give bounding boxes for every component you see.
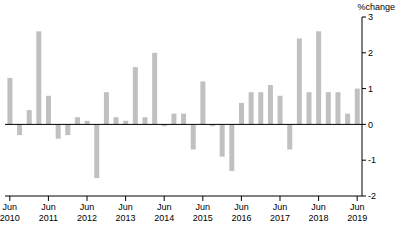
svg-text:Jun2014: Jun2014 <box>154 202 174 223</box>
svg-text:2: 2 <box>368 48 373 58</box>
svg-text:-1: -1 <box>368 155 376 165</box>
svg-text:Jun2011: Jun2011 <box>39 202 58 223</box>
svg-text:3: 3 <box>368 12 373 22</box>
svg-text:Jun2017: Jun2017 <box>270 202 290 223</box>
svg-text:Jun2012: Jun2012 <box>77 202 97 223</box>
svg-text:-2: -2 <box>368 191 376 201</box>
svg-text:0: 0 <box>368 120 373 130</box>
html-text:%change: %change <box>357 2 395 12</box>
svg-text:Jun2019: Jun2019 <box>347 202 367 223</box>
svg-text:Jun2016: Jun2016 <box>231 202 251 223</box>
svg-text:Jun2013: Jun2013 <box>116 202 136 223</box>
svg-text:Jun2018: Jun2018 <box>309 202 329 223</box>
svg-text:Jun2010: Jun2010 <box>8 202 20 223</box>
svg-text:Jun2015: Jun2015 <box>193 202 213 223</box>
svg-text:1: 1 <box>368 84 373 94</box>
